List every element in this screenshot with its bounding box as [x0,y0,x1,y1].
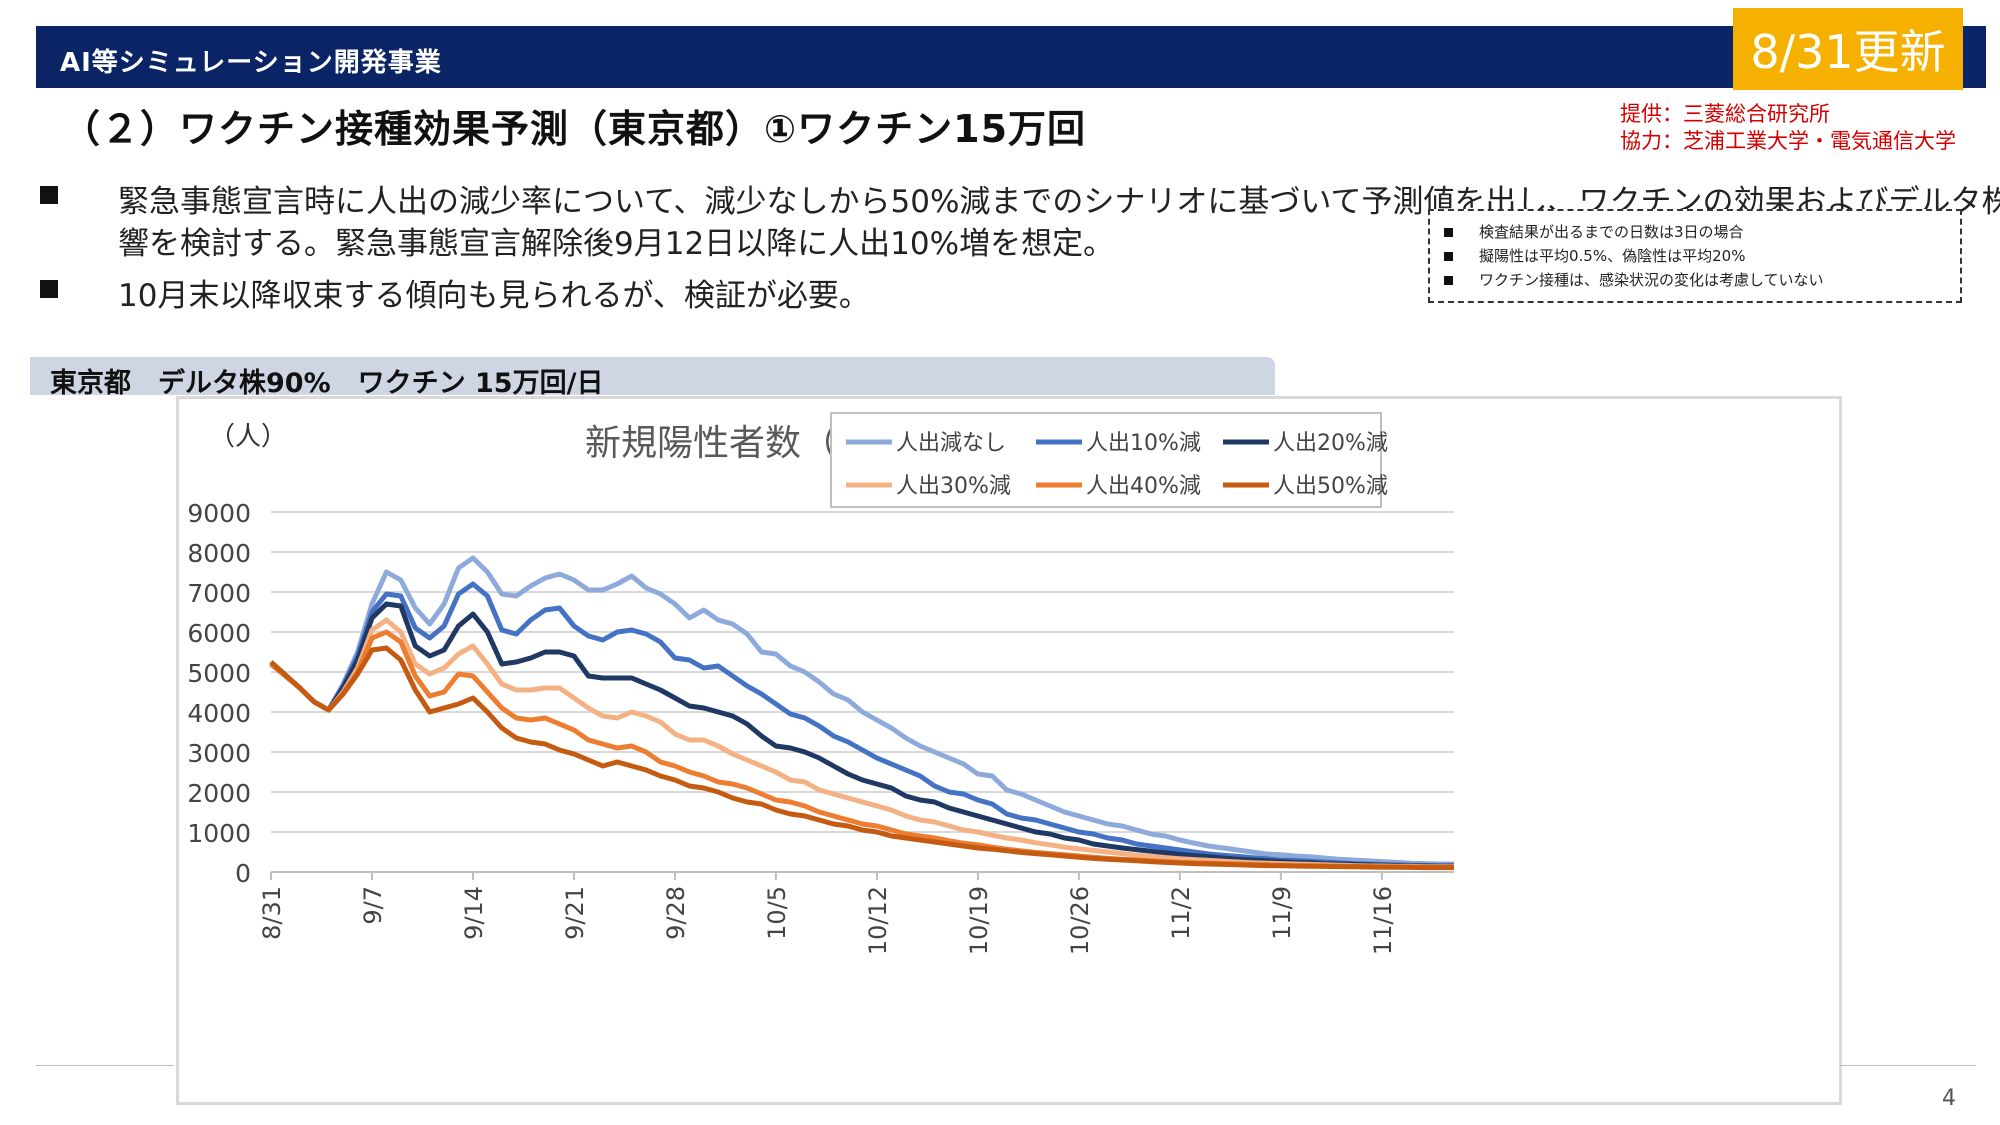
note-text: ワクチン接種は、感染状況の変化は考慮していない [1479,271,1824,289]
legend-box [830,412,1382,508]
x-tick-label: 10/19 [965,886,993,955]
footer-rule [1840,1065,1976,1066]
x-tick-label: 8/31 [258,886,286,940]
legend-label: 人出30%減 [896,474,1011,499]
y-tick-label: 4000 [187,699,251,728]
chart-tab-label: 東京都 デルタ株90% ワクチン 15万回/日 [50,368,604,399]
note-text: 検査結果が出るまでの日数は3日の場合 [1479,223,1744,241]
legend-label: 人出減なし [896,431,1006,456]
note-square-icon [1444,228,1453,237]
header-bar: AI等シミュレーション開発事業 [36,26,1986,88]
series-line [269,645,1454,871]
x-tick-label: 11/9 [1268,886,1296,940]
x-tick-label: 9/21 [561,886,589,940]
x-tick-label: 10/26 [1066,886,1094,955]
bullet-square-icon [40,280,58,298]
note-row: 検査結果が出るまでの日数は3日の場合 [1444,221,1744,242]
x-tick-label: 9/7 [359,886,387,925]
chart-frame: 0 1000 2000 3000 4000 5000 6000 7000 8000 9000 8/3… [176,396,1842,1105]
legend-label: 人出10%減 [1086,431,1201,456]
y-tick-label: 3000 [187,739,251,768]
bullet-square-icon [40,186,58,204]
y-tick-label: 9000 [187,499,251,528]
note-square-icon [1444,276,1453,285]
credit-provider: 提供：三菱総合研究所 [1620,102,1830,126]
y-tick-label: 1000 [187,819,251,848]
chart-tab: 東京都 デルタ株90% ワクチン 15万回/日 [30,357,1275,399]
x-tick-label: 9/14 [460,886,488,940]
x-tick-label: 11/2 [1167,886,1195,940]
y-axis-unit-label: （人） [209,422,287,452]
update-badge: 8/31更新 [1733,8,1963,90]
y-tick-label: 2000 [187,779,251,808]
note-row: 擬陽性は平均0.5%、偽陰性は平均20% [1444,245,1745,266]
y-tick-label: 0 [235,859,251,888]
series-line [269,601,1454,869]
x-tick-label: 9/28 [662,886,690,940]
bullet-text-line1: 10月末以降収束する傾向も見られるが、検証が必要。 [118,278,870,314]
note-row: ワクチン接種は、感染状況の変化は考慮していない [1444,269,1824,290]
legend-label: 人出40%減 [1086,474,1201,499]
x-tick-label: 10/12 [864,886,892,955]
line-chart: 0 1000 2000 3000 4000 5000 6000 7000 8000 9000 8/3… [187,412,1454,955]
footer-rule [36,1065,174,1066]
y-tick-label: 5000 [187,659,251,688]
page-title: （２）ワクチン接種効果予測（東京都）①ワクチン15万回 [62,107,1087,151]
legend-label: 人出20%減 [1273,431,1388,456]
note-text: 擬陽性は平均0.5%、偽陰性は平均20% [1479,247,1746,265]
assumptions-note-box: 検査結果が出るまでの日数は3日の場合 擬陽性は平均0.5%、偽陰性は平均20% … [1428,209,1962,303]
legend-label: 人出50%減 [1273,474,1388,499]
series-line [269,555,1454,867]
credit-cooperation: 協力：芝浦工業大学・電気通信大学 [1620,129,1956,153]
x-tick-label: 10/5 [763,886,791,940]
y-tick-label: 7000 [187,579,251,608]
axis-layer: 0 1000 2000 3000 4000 5000 6000 7000 8000 9000 8/3… [187,499,1454,955]
grid-layer [271,511,1454,873]
org-label: AI等シミュレーション開発事業 [60,48,442,78]
series-layer [269,555,1454,871]
bullet-text-line2: 響を検討する。緊急事態宣言解除後9月12日以降に人出10%増を想定。 [118,226,1115,262]
note-square-icon [1444,252,1453,261]
page-number: 4 [1942,1086,1956,1111]
x-tick-label: 11/16 [1369,886,1397,955]
y-tick-label: 8000 [187,539,251,568]
y-tick-label: 6000 [187,619,251,648]
